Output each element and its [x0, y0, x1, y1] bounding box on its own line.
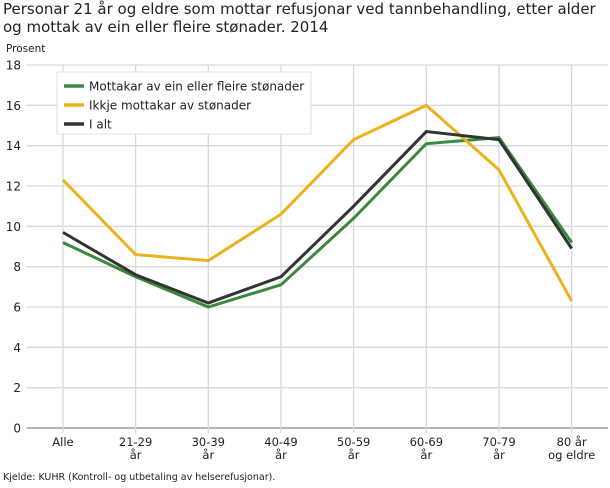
- series-line-1: [61, 103, 573, 302]
- y-tick-label: 6: [13, 301, 21, 315]
- x-tick-label: 50-59: [337, 435, 370, 449]
- legend-box: [56, 71, 312, 135]
- x-tick-label: Alle: [52, 435, 73, 449]
- x-tick-label: år: [202, 448, 214, 462]
- legend-label: Mottakar av ein eller fleire stønader: [89, 80, 304, 94]
- y-tick-label: 2: [13, 381, 21, 395]
- y-tick-label: 18: [6, 59, 21, 73]
- x-tick-label: 30-39: [192, 435, 225, 449]
- x-tick-label: år: [348, 448, 360, 462]
- source-note: Kjelde: KUHR (Kontroll- og utbetaling av…: [3, 472, 276, 483]
- x-tick-label: 40-49: [264, 435, 297, 449]
- x-tick-label: 70-79: [482, 435, 515, 449]
- series-line-2: [62, 129, 573, 305]
- x-tick-label: og eldre: [548, 448, 595, 462]
- y-tick-label: 12: [6, 180, 21, 194]
- legend-label: Ikkje mottakar av stønader: [89, 99, 251, 113]
- y-tick-label: 10: [6, 220, 21, 234]
- y-tick-label: 0: [13, 422, 21, 436]
- y-tick-label: 16: [6, 99, 21, 113]
- chart-title: Personar 21 år og eldre som mottar refus…: [3, 0, 596, 36]
- legend: Mottakar av ein eller fleire stønader Ikk…: [56, 71, 312, 135]
- y-axis-label: Prosent: [6, 43, 45, 55]
- x-tick-label: 21-29: [119, 435, 152, 449]
- x-tick-label: år: [420, 448, 432, 462]
- x-tick-label: år: [493, 448, 505, 462]
- y-tick-label: 14: [6, 139, 21, 153]
- legend-label: I alt: [89, 118, 112, 132]
- x-tick-label: 80 år: [557, 435, 587, 449]
- x-tick-label: år: [130, 448, 142, 462]
- x-tick-label: år: [275, 448, 287, 462]
- y-tick-label: 4: [13, 341, 21, 355]
- series-line-0: [62, 136, 573, 309]
- y-tick-label: 8: [13, 260, 21, 274]
- x-tick-label: 60-69: [410, 435, 443, 449]
